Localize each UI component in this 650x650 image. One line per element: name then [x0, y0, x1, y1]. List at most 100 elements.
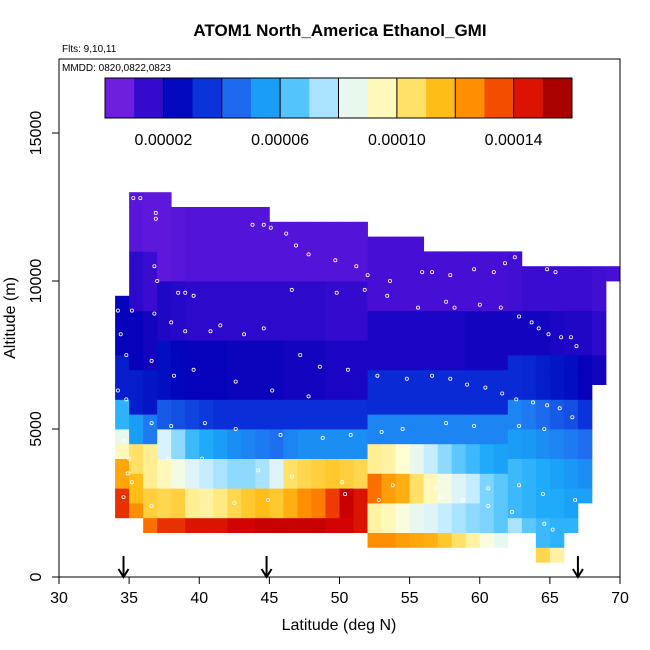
heatmap-cell	[535, 310, 551, 326]
heatmap-cell	[409, 429, 425, 445]
heatmap-cell	[283, 429, 298, 445]
sample-point	[444, 299, 449, 304]
heatmap-cell	[451, 281, 467, 297]
heatmap-cell	[437, 295, 453, 311]
heatmap-cell	[409, 414, 425, 430]
heatmap-cell	[241, 503, 256, 519]
heatmap-cell	[311, 251, 326, 267]
heatmap-cell	[451, 517, 467, 533]
heatmap-cell	[241, 325, 256, 341]
heatmap-cell	[381, 251, 396, 267]
sample-point	[559, 335, 564, 340]
heatmap-cell	[535, 399, 551, 415]
colorbar-frame	[104, 77, 573, 119]
heatmap-cell	[549, 281, 565, 297]
heatmap-cell	[381, 532, 396, 548]
heatmap-cell	[325, 399, 340, 415]
sample-point	[289, 287, 294, 292]
sample-point	[390, 483, 395, 488]
sample-point	[540, 492, 545, 497]
heatmap-cell	[325, 221, 340, 237]
heatmap-cell	[227, 207, 242, 223]
heatmap-cell	[465, 443, 481, 459]
heatmap-cell	[367, 266, 382, 282]
heatmap-cell	[409, 443, 425, 459]
heatmap-cell	[241, 384, 256, 400]
heatmap-cell	[521, 369, 537, 385]
heatmap-cell	[129, 236, 144, 252]
heatmap-cell	[115, 325, 130, 341]
colorbar-segment	[484, 78, 515, 118]
heatmap-cell	[311, 281, 326, 297]
heatmap-cell	[549, 517, 565, 533]
heatmap-cell	[339, 355, 354, 371]
heatmap-cell	[409, 458, 425, 474]
heatmap-cell	[563, 266, 579, 282]
heatmap-cell	[493, 414, 509, 430]
heatmap-cell	[395, 517, 411, 533]
heatmap-cell	[171, 517, 186, 533]
heatmap-cell	[255, 266, 270, 282]
sample-point	[542, 426, 547, 431]
heatmap-cell	[157, 458, 172, 474]
heatmap-cell	[507, 443, 523, 459]
heatmap-cell	[563, 488, 579, 504]
sample-point	[149, 358, 154, 363]
heatmap-cell	[549, 414, 565, 430]
heatmap-cell	[143, 517, 158, 533]
heatmap-cell	[283, 236, 298, 252]
heatmap-cell	[353, 281, 368, 297]
sample-point	[444, 421, 449, 426]
heatmap-cell	[213, 221, 228, 237]
heatmap-cell	[381, 340, 396, 356]
heatmap-cell	[185, 517, 200, 533]
sample-point	[345, 367, 350, 372]
heatmap-cell	[339, 458, 354, 474]
heatmap-cell	[143, 458, 158, 474]
sample-point	[512, 255, 517, 260]
heatmap-cell	[297, 236, 312, 252]
heatmap-cell	[143, 236, 158, 252]
sample-point	[129, 308, 134, 313]
heatmap-cell	[563, 517, 579, 533]
heatmap-cell	[409, 384, 425, 400]
heatmap-cell	[367, 236, 382, 252]
heatmap-cell	[437, 488, 453, 504]
sample-point	[270, 388, 275, 393]
heatmap-cell	[115, 310, 130, 326]
heatmap-cell	[185, 384, 200, 400]
heatmap-cell	[269, 325, 284, 341]
sample-point	[317, 364, 322, 369]
heatmap-cell	[591, 325, 607, 341]
heatmap-cell	[465, 369, 481, 385]
heatmap-cell	[185, 414, 200, 430]
sample-point	[375, 373, 380, 378]
colorbar-tick-label: 0.00002	[134, 132, 192, 149]
heatmap-cell	[423, 429, 439, 445]
heatmap-cell	[227, 236, 242, 252]
heatmap-cell	[143, 503, 158, 519]
heatmap-cell	[437, 266, 453, 282]
heatmap-cell	[437, 369, 453, 385]
heatmap-cell	[241, 399, 256, 415]
sample-point	[118, 332, 123, 337]
heatmap-cell	[143, 295, 158, 311]
sample-point	[415, 305, 420, 310]
heatmap-cell	[409, 325, 425, 341]
heatmap-cell	[171, 429, 186, 445]
heatmap-cell	[283, 266, 298, 282]
dates-note: MMDD: 0820,0822,0823	[62, 63, 171, 74]
sample-point	[121, 234, 126, 239]
heatmap-cell	[241, 221, 256, 237]
heatmap-cell	[227, 399, 242, 415]
heatmap-cell	[521, 443, 537, 459]
heatmap-cell	[143, 369, 158, 385]
heatmap-cell	[171, 281, 186, 297]
heatmap-cell	[143, 340, 158, 356]
sample-point	[124, 352, 129, 357]
heatmap-cell	[171, 369, 186, 385]
heatmap-cell	[199, 429, 214, 445]
heatmap-cell	[451, 355, 467, 371]
sample-point	[340, 480, 345, 485]
heatmap-cell	[353, 251, 368, 267]
